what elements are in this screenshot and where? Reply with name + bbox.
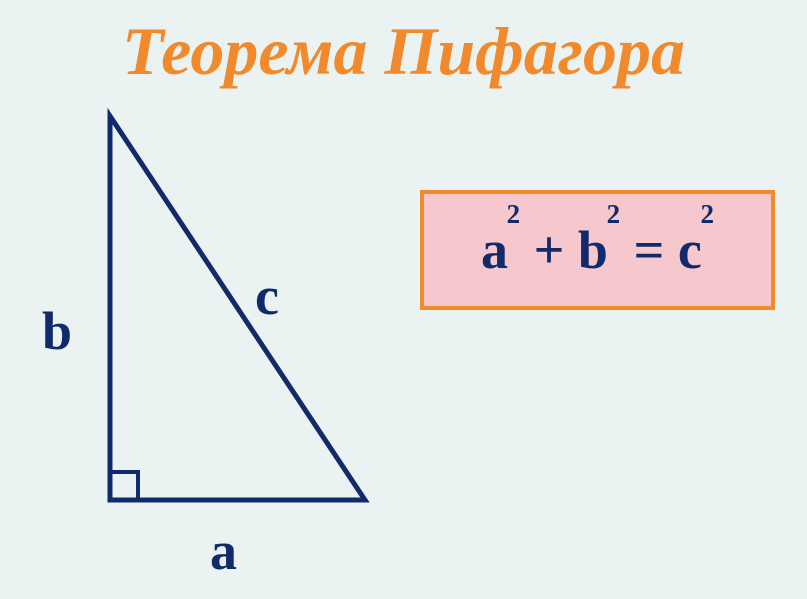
pythagoras-formula: a2 +b2 =c2 bbox=[481, 223, 714, 277]
formula-box: a2 +b2 =c2 bbox=[420, 190, 775, 310]
side-label-a: a bbox=[210, 520, 237, 582]
triangle-shape bbox=[110, 116, 365, 500]
formula-term: b2 bbox=[578, 223, 620, 277]
formula-term: c2 bbox=[678, 223, 714, 277]
formula-op: + bbox=[534, 223, 565, 277]
diagram-canvas: Теорема Пифагора a b c a2+b2=c2 bbox=[0, 0, 807, 599]
side-label-b: b bbox=[42, 300, 72, 362]
side-label-c: c bbox=[255, 265, 279, 327]
right-angle-marker bbox=[110, 472, 138, 500]
formula-op: = bbox=[634, 223, 665, 277]
formula-term: a2 bbox=[481, 223, 520, 277]
